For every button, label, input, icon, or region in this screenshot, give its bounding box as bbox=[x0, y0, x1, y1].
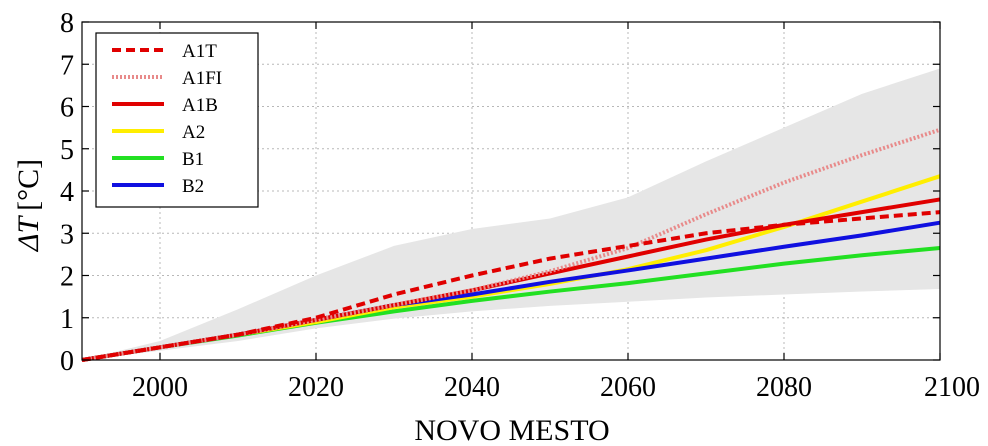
tick-marks bbox=[82, 21, 941, 361]
x-tick-label: 2020 bbox=[288, 372, 344, 403]
y-tick-label: 5 bbox=[60, 135, 74, 166]
y-axis-label-unit: [°C] bbox=[12, 159, 45, 211]
y-tick-labels: 0 1 2 3 4 5 6 7 8 bbox=[60, 8, 74, 377]
x-axis-label: NOVO MESTO bbox=[414, 414, 609, 446]
y-tick-label: 1 bbox=[60, 304, 74, 335]
y-tick-label: 3 bbox=[60, 219, 74, 250]
series-layer bbox=[81, 127, 941, 362]
y-tick-label: 2 bbox=[60, 262, 74, 293]
legend-label-a1b: A1B bbox=[182, 95, 218, 116]
y-tick-label: 8 bbox=[60, 8, 74, 39]
legend-label-a1t: A1T bbox=[182, 41, 217, 62]
x-tick-labels: 2000 2020 2040 2060 2080 2100 bbox=[132, 372, 980, 403]
y-tick-label: 7 bbox=[60, 50, 74, 81]
legend: A1T A1FI A1B A2 B1 B2 bbox=[95, 32, 259, 208]
legend-label-b2: B2 bbox=[182, 176, 204, 197]
y-tick-label: 4 bbox=[60, 177, 74, 208]
legend-box bbox=[95, 32, 259, 208]
x-tick-label: 2100 bbox=[924, 372, 980, 403]
x-tick-label: 2080 bbox=[756, 372, 812, 403]
y-tick-label: 0 bbox=[60, 346, 74, 377]
series-line-a1t bbox=[81, 210, 941, 362]
x-tick-label: 2040 bbox=[444, 372, 500, 403]
y-axis-label: ΔT [°C] bbox=[12, 159, 45, 252]
legend-label-a1fi: A1FI bbox=[182, 68, 222, 89]
uncertainty-envelope bbox=[82, 68, 940, 360]
x-tick-label: 2060 bbox=[600, 372, 656, 403]
x-tick-label: 2000 bbox=[132, 372, 188, 403]
y-tick-label: 6 bbox=[60, 93, 74, 124]
legend-label-b1: B1 bbox=[182, 149, 204, 170]
legend-label-a2: A2 bbox=[182, 122, 205, 143]
y-axis-label-symbol: ΔT bbox=[12, 215, 45, 253]
